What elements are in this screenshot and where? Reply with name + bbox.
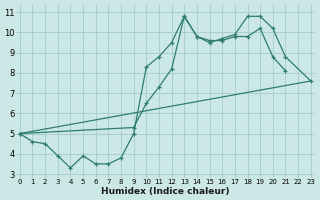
X-axis label: Humidex (Indice chaleur): Humidex (Indice chaleur) [101, 187, 229, 196]
